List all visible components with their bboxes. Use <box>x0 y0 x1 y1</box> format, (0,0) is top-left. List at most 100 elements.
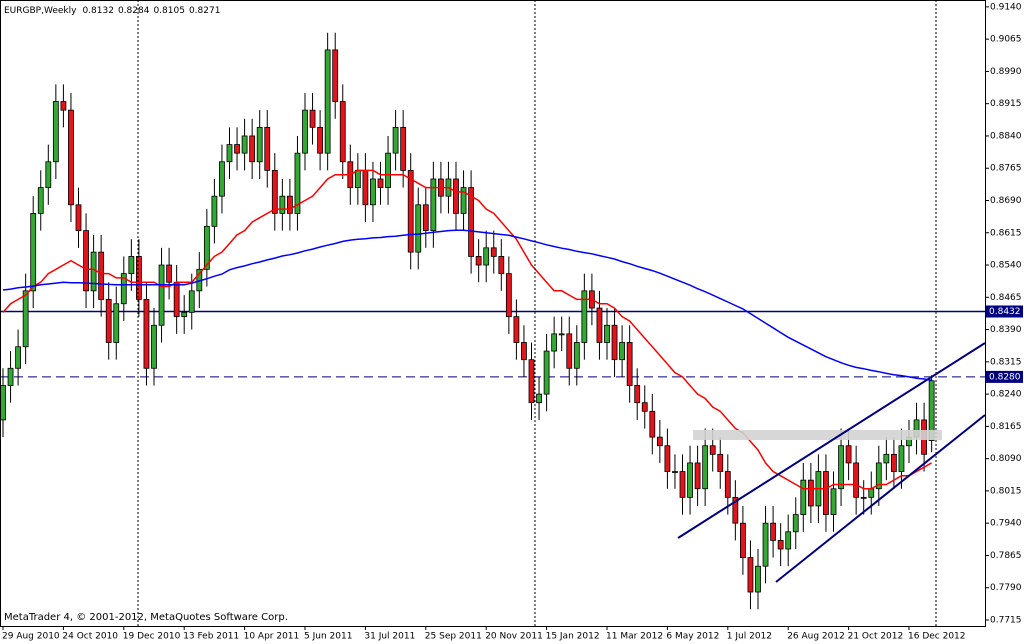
candle-body <box>717 453 724 472</box>
candle-body <box>37 187 44 214</box>
candle-body <box>672 471 678 473</box>
candle-body <box>709 445 716 455</box>
candle-body <box>256 126 263 163</box>
candle-body <box>151 324 157 369</box>
y-tick-label: 0.7790 <box>990 583 1022 593</box>
candle-body <box>362 169 369 206</box>
candle-body <box>158 264 165 326</box>
x-tick-label: 10 Apr 2011 <box>244 632 300 642</box>
candle-body <box>641 402 648 412</box>
candle-body <box>626 342 633 386</box>
candle-body <box>181 311 188 318</box>
x-tick-label: 29 Aug 2010 <box>2 632 60 642</box>
x-tick-label: 21 Oct 2012 <box>848 632 904 642</box>
candle-body <box>558 333 565 336</box>
x-tick-label: 19 Dec 2010 <box>123 632 181 642</box>
price-label-box <box>986 370 1023 383</box>
channel-lower <box>775 414 986 583</box>
x-tick-label: 11 Mar 2012 <box>606 632 663 642</box>
candle-body <box>143 299 150 369</box>
last-open: 0.8132 <box>82 6 114 16</box>
candle-body <box>166 264 173 283</box>
candle-body <box>113 303 120 343</box>
candle-body <box>211 195 218 227</box>
x-tick-label: 24 Oct 2010 <box>62 632 118 642</box>
y-tick-label: 0.8615 <box>990 228 1022 238</box>
y-tick-label: 0.8315 <box>990 357 1022 367</box>
x-tick-label: 31 Jul 2011 <box>364 632 415 642</box>
channel-upper <box>677 342 986 539</box>
candle-body <box>15 346 22 369</box>
candle-body <box>528 359 535 404</box>
candle-body <box>407 169 414 253</box>
candle-body <box>800 479 807 515</box>
candle-body <box>98 251 105 300</box>
candle-body <box>747 557 754 593</box>
candle-body <box>664 445 671 472</box>
candle-body <box>490 247 497 257</box>
candle-body <box>219 161 225 197</box>
candle-body <box>392 126 399 154</box>
candle-body <box>777 539 784 550</box>
candle-body <box>241 135 248 154</box>
candle-body <box>898 445 905 472</box>
x-tick-label: 20 Nov 2011 <box>485 632 543 642</box>
candle-body <box>596 307 603 343</box>
candle-body <box>377 178 384 188</box>
y-tick-label: 0.9140 <box>990 2 1022 12</box>
candle-body <box>498 256 505 275</box>
y-tick-label: 0.7715 <box>990 615 1022 625</box>
candle-body <box>7 367 14 386</box>
candle-body <box>604 324 610 343</box>
y-tick-label: 0.8690 <box>990 196 1022 206</box>
candle-body <box>883 453 890 464</box>
y-tick-label: 0.8465 <box>990 293 1022 303</box>
candle-body <box>120 273 127 305</box>
y-tick-label: 0.8915 <box>990 99 1022 109</box>
candle-body <box>483 247 490 266</box>
x-tick-label: 15 Jan 2012 <box>546 632 600 642</box>
candle-body <box>875 462 882 490</box>
candle-body <box>853 462 860 498</box>
y-tick-label: 0.8540 <box>990 261 1022 271</box>
candle-body <box>656 436 663 447</box>
candle-body <box>22 290 29 348</box>
candle-body <box>868 488 875 498</box>
candle-body <box>249 135 256 163</box>
chart-title: EURGBP,Weekly <box>4 6 77 16</box>
last-close: 0.8271 <box>189 6 221 16</box>
y-tick-label: 0.8090 <box>990 454 1022 464</box>
y-tick-label: 0.8840 <box>990 131 1022 141</box>
y-tick-label: 0.9065 <box>990 35 1022 45</box>
candle-body <box>279 195 286 214</box>
last-low: 0.8105 <box>153 6 185 16</box>
candle-body <box>400 126 407 171</box>
candle-body <box>30 212 37 292</box>
candle-body <box>264 126 271 171</box>
y-tick-label: 0.7940 <box>990 519 1022 529</box>
footer: MetaTrader 4, © 2001-2012, MetaQuotes So… <box>4 612 288 623</box>
candle-body <box>105 299 112 343</box>
candle-body <box>422 204 429 232</box>
candle-body <box>339 101 346 163</box>
y-tick-label: 0.8240 <box>990 390 1022 400</box>
candle-body <box>838 445 844 490</box>
last-high: 0.8284 <box>118 6 150 16</box>
candle-body <box>468 187 475 257</box>
candle-body <box>755 565 761 593</box>
candle-body <box>173 281 180 318</box>
candle-body <box>891 453 897 472</box>
candle-body <box>430 178 437 232</box>
candle-body <box>370 178 376 206</box>
candle-body <box>188 290 195 313</box>
candle-body <box>135 256 142 300</box>
candle-body <box>649 410 656 438</box>
candle-body <box>203 225 210 270</box>
candle-body <box>702 445 709 490</box>
candle-body <box>128 256 135 275</box>
candle-body <box>234 144 240 154</box>
candle-body <box>543 350 550 395</box>
candle-body <box>294 152 301 214</box>
candle-body <box>845 445 852 464</box>
